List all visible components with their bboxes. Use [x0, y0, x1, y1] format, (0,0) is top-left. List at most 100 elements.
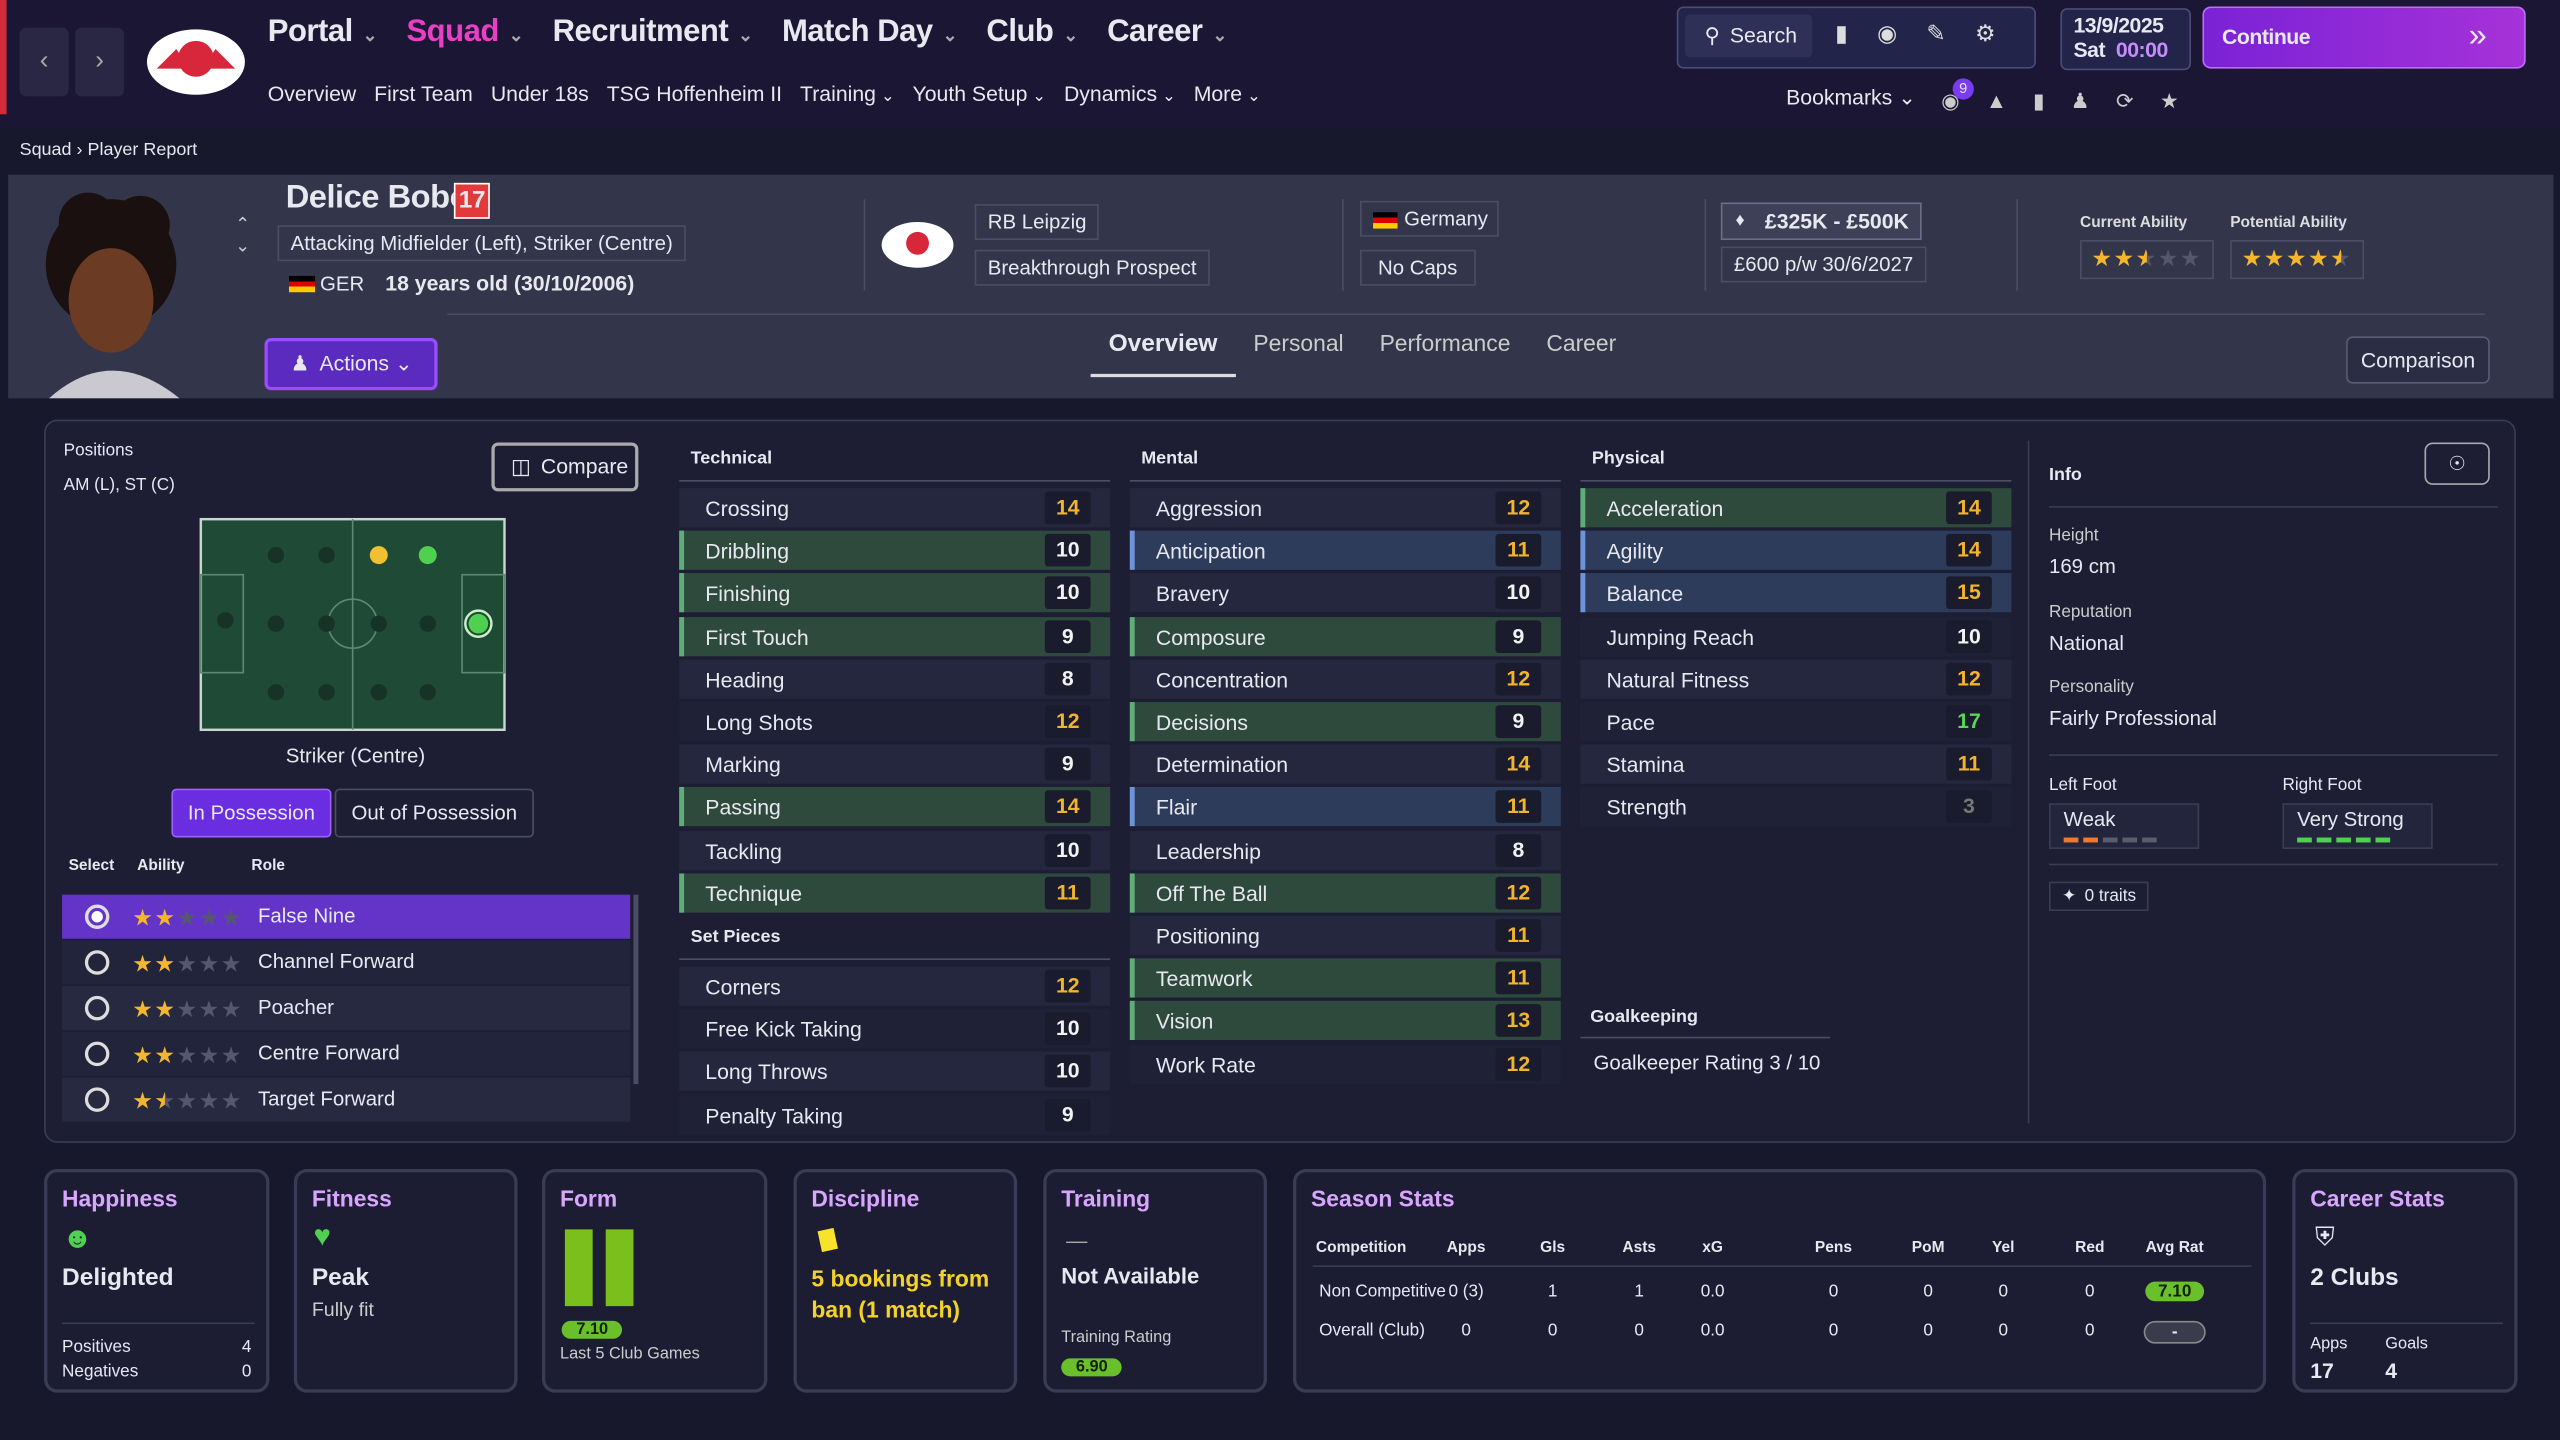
detail: Fully fit — [311, 1297, 374, 1321]
club[interactable]: RB Leipzig — [974, 204, 1100, 240]
detail: Last 5 Club Games — [560, 1345, 700, 1364]
attribute-value: 10 — [1044, 1012, 1091, 1046]
submenu-item[interactable]: Training ⌄ — [800, 82, 894, 106]
stat-cell: 0 — [2085, 1281, 2095, 1302]
form-card: Form 7.10 Last 5 Club Games — [542, 1168, 768, 1393]
role-row[interactable]: ★★★★★★★★★★ Target Forward — [62, 1077, 631, 1122]
attribute-row: Flair 11 — [1129, 787, 1561, 827]
submenu-item[interactable]: Under 18s — [491, 82, 589, 106]
day: Sat — [2073, 37, 2106, 63]
crumb[interactable]: Squad — [19, 140, 72, 160]
role-row[interactable]: ★★★★★★★★★★ Centre Forward — [62, 1031, 631, 1076]
submenu-item[interactable]: Youth Setup ⌄ — [912, 82, 1045, 106]
attribute-name: Flair — [1155, 795, 1198, 821]
attribute-value: 11 — [1946, 748, 1992, 781]
stars-fill: ★★★★★ — [2241, 246, 2342, 270]
attribute-row: Crossing 14 — [679, 488, 1111, 528]
chevron: ⌄ — [362, 26, 378, 46]
search[interactable]: ⚲ Search — [1684, 14, 1813, 58]
submenu-item[interactable]: Overview — [268, 82, 356, 106]
attribute-value: 17 — [1946, 705, 1992, 738]
traits[interactable]: ✦ 0 traits — [2048, 881, 2150, 912]
attribute-row: Natural Fitness 12 — [1580, 659, 2012, 699]
training-rating: 6.90 — [1061, 1358, 1123, 1377]
attribute-row: Concentration 12 — [1129, 659, 1561, 699]
player-age: 18 years old (30/10/2006) — [385, 271, 635, 296]
breadcrumb: Squad › Player Report — [19, 140, 198, 160]
info-button[interactable]: ☉ — [2424, 442, 2490, 485]
role-name: Poacher — [257, 995, 334, 1019]
submenu-item[interactable]: TSG Hoffenheim II — [607, 82, 782, 106]
card-title: Form — [560, 1185, 618, 1212]
attribute-row: Stamina 11 — [1580, 744, 2012, 784]
role-row[interactable]: ★★★★★★★★★★ Poacher — [62, 986, 631, 1031]
caps: No Caps — [1360, 249, 1476, 286]
attribute-row: Off The Ball 12 — [1129, 873, 1561, 913]
attribute-name: Long Throws — [705, 1060, 828, 1085]
menu-item[interactable]: Recruitment ⌄ — [553, 15, 753, 51]
chevron: ⌄ — [942, 26, 958, 46]
column-header: Gls — [1540, 1239, 1566, 1258]
menu-label: Career — [1107, 14, 1203, 49]
mode-tab[interactable]: In Possession — [171, 788, 332, 838]
attribute-name: Pace — [1606, 710, 1655, 735]
attribute-value: 10 — [1044, 576, 1091, 610]
foot-segment — [2297, 837, 2312, 843]
back-button[interactable]: ‹ — [19, 27, 69, 97]
menu-label: Match Day — [781, 14, 933, 49]
attribute-name: Tackling — [705, 838, 782, 864]
forward-button[interactable]: › — [75, 27, 125, 97]
tab[interactable]: Overview — [1090, 327, 1236, 378]
toolbar-icons[interactable]: ▮◉✎⚙ — [1835, 19, 2025, 46]
menu-item[interactable]: Squad ⌄ — [406, 15, 523, 51]
attribute-row: Positioning 11 — [1129, 915, 1561, 956]
stat-cell: 0 — [1998, 1320, 2009, 1341]
attribute-name: Teamwork — [1155, 966, 1253, 992]
chevron: ⌄ — [880, 88, 895, 107]
mode-tab[interactable]: Out of Possession — [334, 788, 534, 838]
attribute-name: Long Shots — [705, 710, 813, 735]
column-header: Pens — [1814, 1239, 1853, 1258]
menu-item[interactable]: Match Day ⌄ — [781, 14, 958, 51]
compare-button[interactable]: ◫ Compare — [491, 442, 639, 492]
bookmarks-label: Bookmarks — [1786, 84, 1893, 110]
status: 2 Clubs — [2310, 1263, 2399, 1292]
role-row[interactable]: ★★★★★★★★★★ Channel Forward — [62, 940, 631, 985]
positions-title: Positions — [63, 440, 134, 461]
player-switcher[interactable]: ⌃ ⌄ — [235, 215, 251, 257]
stars-fill: ★★★★★ — [2091, 246, 2146, 270]
menu-item[interactable]: Club ⌄ — [986, 15, 1078, 51]
attribute-name: Concentration — [1155, 667, 1289, 692]
tabs: Overview Personal Performance Career — [1090, 327, 1635, 378]
country[interactable]: Germany — [1360, 200, 1500, 237]
attribute-value: 14 — [1495, 748, 1542, 781]
quick-icons[interactable]: ◉▲▮♟⟳★ — [1941, 88, 2206, 113]
attribute-value: 12 — [1495, 662, 1542, 696]
submenu-item[interactable]: Dynamics ⌄ — [1064, 82, 1176, 106]
role-row[interactable]: ★★★★★★★★★★ False Nine — [62, 894, 631, 939]
stars: ★★★★★★★★★★ — [132, 995, 243, 1023]
submenu-item[interactable]: More ⌄ — [1194, 82, 1261, 106]
divider — [62, 1322, 255, 1325]
comparison-button[interactable]: Comparison — [2346, 336, 2490, 384]
sub-menu: Overview First Team Under 18s TSG Hoffenhei… — [268, 82, 1261, 106]
date-box[interactable] — [2060, 8, 2192, 71]
continue-button[interactable]: Continue » — [2202, 6, 2526, 69]
section-title: Technical — [690, 448, 773, 469]
tab[interactable]: Performance — [1379, 329, 1511, 356]
accent — [0, 0, 7, 115]
attribute-row: Balance 15 — [1580, 573, 2012, 613]
attribute-value: 13 — [1495, 1004, 1542, 1038]
attribute-value: 3 — [1946, 790, 1992, 824]
menu-item[interactable]: Portal ⌄ — [268, 15, 378, 51]
attribute-name: Marking — [705, 752, 781, 778]
tab[interactable]: Personal — [1253, 329, 1344, 356]
stat-cell: 0 — [1634, 1320, 1644, 1341]
bookmarks[interactable]: Bookmarks ⌄ — [1786, 84, 1916, 110]
actions-button[interactable]: ♟ Actions ⌄ — [264, 337, 438, 391]
value-icon: ♦ — [1735, 210, 1745, 231]
tab[interactable]: Career — [1546, 329, 1617, 356]
submenu-item[interactable]: First Team — [374, 82, 473, 106]
info-value: Fairly Professional — [2048, 706, 2217, 730]
menu-item[interactable]: Career ⌄ — [1107, 15, 1227, 51]
